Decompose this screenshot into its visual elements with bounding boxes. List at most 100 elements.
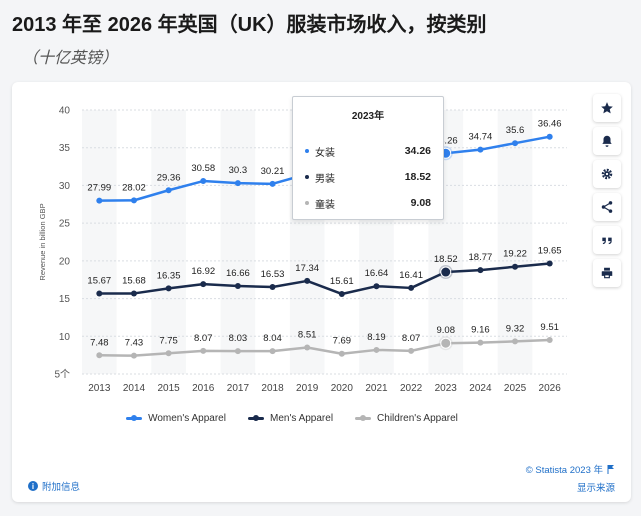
tooltip-value: 18.52 <box>404 171 431 183</box>
data-label: 7.43 <box>125 338 144 349</box>
data-label: 16.66 <box>226 268 250 279</box>
data-label: 8.07 <box>402 333 421 344</box>
data-label: 16.41 <box>399 270 423 281</box>
star-icon[interactable] <box>593 94 621 122</box>
data-point <box>234 283 241 290</box>
data-point <box>96 197 103 204</box>
data-label: 9.16 <box>471 325 490 336</box>
chart-tooltip: 2023年 女装 34.26 男装 18.52 童装 9.08 <box>292 96 444 220</box>
legend-symbol <box>247 415 264 421</box>
quote-icon[interactable] <box>593 226 621 254</box>
column-band <box>82 110 117 374</box>
data-label: 35.6 <box>506 125 525 136</box>
data-point <box>512 140 519 147</box>
additional-info-link[interactable]: i 附加信息 <box>28 479 80 493</box>
data-point <box>512 263 519 270</box>
legend-symbol <box>355 415 372 421</box>
x-tick-label: 2023 <box>435 383 458 394</box>
data-point <box>269 180 276 187</box>
data-point <box>165 285 172 292</box>
data-point <box>304 344 311 351</box>
x-tick-label: 2013 <box>88 383 111 394</box>
y-tick-label: 25 <box>59 219 71 230</box>
data-label: 15.61 <box>330 276 354 287</box>
data-label: 30.21 <box>261 166 285 177</box>
data-label: 34.26 <box>434 135 458 146</box>
tooltip-title: 2023年 <box>351 111 385 122</box>
legend-label: Children's Apparel <box>377 413 458 424</box>
info-icon: i <box>28 481 38 491</box>
side-toolbar <box>593 94 621 287</box>
copyright-text: © Statista 2023 年 <box>525 465 603 476</box>
x-tick-label: 2026 <box>539 383 562 394</box>
data-point <box>440 266 452 278</box>
data-label: 16.64 <box>365 268 389 279</box>
data-point <box>338 290 345 297</box>
x-tick-label: 2025 <box>504 383 527 394</box>
data-point <box>408 284 415 291</box>
tooltip-value: 9.08 <box>410 197 431 209</box>
column-band <box>151 110 186 374</box>
x-tick-label: 2017 <box>227 383 250 394</box>
data-point <box>304 277 311 284</box>
data-point <box>338 350 345 357</box>
legend-item-childrens-apparel[interactable]: Children's Apparel <box>355 413 458 424</box>
additional-info-text: 附加信息 <box>42 482 81 493</box>
data-point <box>373 346 380 353</box>
data-label: 7.69 <box>333 336 352 347</box>
legend-item-mens-apparel[interactable]: Men's Apparel <box>247 413 333 424</box>
data-label: 8.07 <box>194 333 213 344</box>
data-label: 8.04 <box>263 333 282 344</box>
data-point <box>200 281 207 288</box>
legend-label: Women's Apparel <box>148 413 226 424</box>
data-point <box>130 290 137 297</box>
chart-legend: Women's Apparel Men's Apparel Children's… <box>12 413 572 424</box>
tooltip-label: 童装 <box>315 199 335 211</box>
data-label: 16.35 <box>157 270 181 281</box>
data-label: 7.48 <box>90 337 109 348</box>
data-label: 9.51 <box>540 322 559 333</box>
show-source-link[interactable]: 显示来源 <box>576 483 615 494</box>
tooltip-label: 男装 <box>315 173 335 185</box>
x-tick-label: 2019 <box>296 383 319 394</box>
print-icon[interactable] <box>593 259 621 287</box>
data-label: 9.32 <box>506 323 525 334</box>
data-label: 36.46 <box>538 119 562 130</box>
data-label: 15.68 <box>122 275 146 286</box>
data-label: 27.99 <box>87 183 111 194</box>
data-point <box>200 347 207 354</box>
series-line-1 <box>99 262 550 296</box>
data-point <box>477 267 484 274</box>
page-title: 2013 年至 2026 年英国（UK）服装市场收入，按类别 <box>12 14 487 36</box>
data-point <box>477 146 484 153</box>
legend-item-womens-apparel[interactable]: Women's Apparel <box>126 413 226 424</box>
data-point <box>269 348 276 355</box>
data-point <box>546 260 553 267</box>
copyright[interactable]: © Statista 2023 年 <box>526 462 615 476</box>
y-tick-label: 15 <box>59 294 71 305</box>
data-label: 16.53 <box>261 269 285 280</box>
x-tick-label: 2020 <box>331 383 354 394</box>
share-icon[interactable] <box>593 193 621 221</box>
data-label: 16.92 <box>191 266 215 277</box>
page-subtitle: （十亿英镑） <box>22 50 119 67</box>
data-label: 18.77 <box>469 252 493 263</box>
data-label: 8.19 <box>367 332 386 343</box>
flag-icon <box>607 464 614 474</box>
data-label: 19.65 <box>538 245 562 256</box>
data-point <box>440 337 452 349</box>
bell-icon[interactable] <box>593 127 621 155</box>
x-tick-label: 2018 <box>261 383 284 394</box>
x-tick-label: 2014 <box>123 383 146 394</box>
tooltip-row-men: 男装 18.52 <box>305 164 431 190</box>
x-tick-label: 2016 <box>192 383 215 394</box>
series-line-2 <box>99 338 550 357</box>
data-point <box>546 133 553 140</box>
data-point <box>130 197 137 204</box>
gear-icon[interactable] <box>593 160 621 188</box>
chart-card: 5个 10 15 20 25 30 35 40 Revenue in billion GBP 20… <box>12 82 631 502</box>
x-tick-label: 2015 <box>157 383 180 394</box>
column-band <box>497 110 533 374</box>
tooltip-dot-women <box>305 149 309 153</box>
data-point <box>546 336 553 343</box>
